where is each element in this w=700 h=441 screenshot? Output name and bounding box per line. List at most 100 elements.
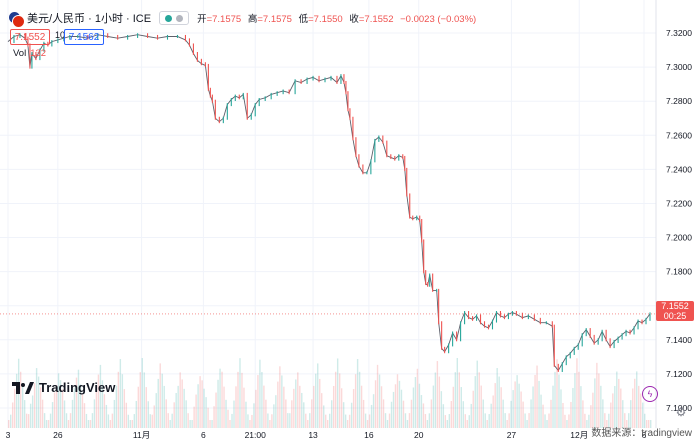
volume-bar (271, 414, 273, 428)
volume-bar (327, 420, 329, 428)
volume-bar (101, 380, 104, 428)
time-axis: 3 26 11月 6 21:00 13 16 20 27 12月 6 (6, 430, 647, 440)
volume-bar (149, 414, 151, 428)
volume-bar (524, 413, 526, 428)
volume-bar (329, 413, 331, 428)
volume-bar (323, 405, 325, 428)
volume-bar (520, 391, 522, 428)
volume-bar (424, 414, 427, 428)
spread-value: 10 (55, 30, 66, 40)
volume-bar (73, 387, 76, 428)
volume-bar (255, 389, 257, 428)
volume-bar (494, 383, 496, 428)
volume-bar (472, 390, 474, 428)
volume-bar (348, 414, 351, 428)
volume-bar (330, 400, 333, 428)
volume-bar (107, 414, 110, 428)
y-tick-label: 7.2200 (666, 198, 692, 208)
volume-bar (113, 399, 116, 428)
lightning-icon[interactable]: ϟ (642, 386, 658, 402)
y-tick-label: 7.3000 (666, 62, 692, 72)
volume-bar (299, 385, 301, 428)
volume-bar (307, 420, 309, 428)
volume-bar (500, 387, 502, 428)
volume-bar (81, 394, 84, 428)
volume-bar (594, 378, 596, 428)
volume-bar (315, 373, 317, 428)
volume-bar (125, 402, 128, 428)
volume-bar (27, 414, 30, 428)
volume-bar (285, 399, 287, 428)
symbol-title[interactable]: 美元/人民币 · 1小时 · ICE (27, 13, 152, 25)
volume-bar (199, 376, 201, 428)
gear-icon[interactable]: ⚙ (675, 405, 687, 419)
volume-bar (468, 415, 470, 428)
volume-bar (566, 420, 568, 428)
volume-bar (600, 385, 602, 428)
volume-bar (560, 389, 562, 428)
volume-bar (420, 395, 423, 428)
last-price-label: 7.1552 00:25 (656, 301, 694, 321)
volume-bar (516, 375, 518, 428)
volume-bar (590, 405, 592, 428)
volume-bar (135, 400, 138, 428)
volume-bar (105, 404, 108, 428)
volume-bar (301, 392, 303, 428)
volume-bar (554, 371, 556, 428)
volume-bar (253, 403, 255, 428)
volume-bar (586, 420, 588, 428)
volume-bar (558, 374, 560, 428)
volume-bar (456, 358, 459, 428)
volume-bar (15, 373, 18, 428)
volume-bar (542, 404, 544, 428)
volume-bar (344, 414, 347, 428)
volume-bar (596, 362, 598, 428)
volume-bar (356, 359, 359, 428)
x-tick-label: 11月 (133, 430, 150, 440)
volume-bar (133, 414, 136, 428)
sell-button[interactable]: 7.1552 (10, 29, 50, 45)
volume-bar (291, 400, 293, 428)
volume-bar (372, 394, 375, 428)
volume-bar (488, 414, 490, 428)
volume-bar (350, 402, 353, 428)
y-tick-label: 7.1200 (666, 369, 692, 379)
volume-bar (588, 414, 590, 428)
volume-bar (177, 385, 179, 428)
volume-bar (480, 385, 482, 428)
volume-bar (644, 413, 646, 428)
volume-bar (538, 380, 540, 428)
data-source: 数据来源：tradingview (591, 428, 692, 439)
volume-bar (582, 400, 584, 428)
volume-bar (65, 413, 68, 428)
volume-bar (448, 414, 451, 428)
volume-bar (143, 372, 145, 428)
volume-bar (446, 420, 449, 428)
volume-bar (243, 387, 245, 428)
volume-bar (574, 373, 576, 428)
volume-bar (279, 366, 281, 428)
volume-bar (628, 413, 630, 428)
volume-bar (277, 381, 279, 428)
volume-bar (35, 368, 38, 428)
volume-bar (622, 400, 624, 428)
volume-bar (115, 385, 118, 428)
volume-bar (394, 384, 397, 428)
volume-bar (265, 399, 267, 428)
volume-bar (123, 389, 126, 428)
volume-bar (311, 399, 313, 428)
buy-button[interactable]: 7.1562 (64, 29, 104, 45)
volume-bar (251, 414, 253, 428)
volume-bar (614, 386, 616, 428)
x-tick-label: 26 (53, 430, 63, 440)
volume-bar (412, 387, 415, 428)
market-status-icon[interactable] (159, 11, 190, 25)
volume-bar (267, 413, 269, 428)
volume-bar (153, 405, 155, 428)
volume-bar (374, 380, 377, 428)
volume-bar (484, 413, 486, 428)
volume-bar (650, 420, 652, 428)
tradingview-watermark[interactable]: TradingView (12, 380, 115, 395)
volume-bar (221, 371, 223, 428)
